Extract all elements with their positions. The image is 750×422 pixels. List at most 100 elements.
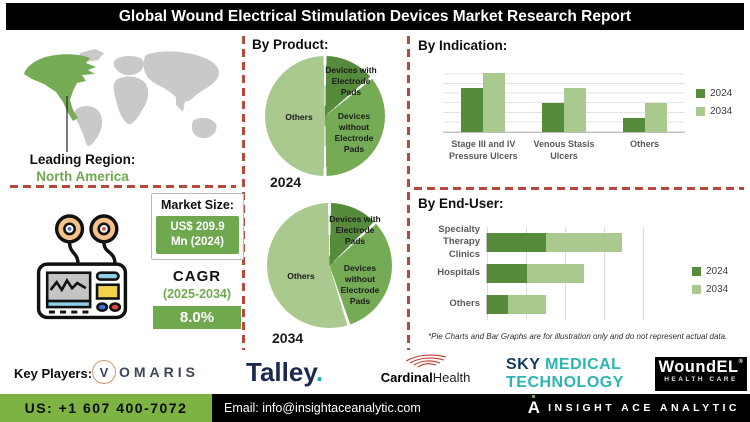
by-end-user-heading: By End-User: [418, 196, 504, 211]
logo-woundel: WoundEL® HEALTH CARE [655, 357, 747, 391]
pie-2034-slice-label-with-pads: Devices with Electrode Pads [329, 214, 381, 247]
end-user-segment-2034 [526, 264, 584, 283]
pie-2024-slice-label-without-pads: Devices without Electrode Pads [334, 111, 374, 155]
illustration-disclaimer-note: *Pie Charts and Bar Graphs are for illus… [428, 332, 728, 341]
pie-chart-by-product-2034: Devices with Electrode Pads Devices with… [267, 203, 392, 328]
leading-region-value: North America [36, 168, 129, 184]
pie-2024-slice-label-with-pads: Devices with Electrode Pads [325, 65, 377, 98]
map-north-america-highlight [24, 54, 96, 121]
logo-talley: Talley. [246, 357, 323, 388]
key-players-label: Key Players: [14, 366, 93, 381]
pie-chart-by-product-2024: Devices with Electrode Pads Devices with… [265, 56, 385, 176]
end-user-category-label: Hospitals [437, 267, 480, 279]
talley-dot: . [315, 357, 324, 387]
divider-horizontal-left [10, 185, 236, 188]
end-user-category-label: Others [449, 298, 480, 310]
woundel-wordmark: WoundEL® [658, 358, 744, 376]
end-user-segment-2024 [487, 264, 527, 283]
divider-horizontal-right [414, 187, 744, 190]
indication-bar-group [461, 65, 506, 132]
end-user-segment-2034 [507, 295, 546, 314]
indication-legend: 2024 2034 [696, 88, 732, 117]
phone-number: US: +1 607 400-7072 [0, 394, 212, 422]
end-user-bar-track [486, 258, 647, 289]
indication-bar-2024 [622, 117, 645, 132]
indication-category-labels: Stage III and IV Pressure Ulcers Venous S… [443, 138, 685, 162]
pie-2024-year-label: 2024 [270, 174, 302, 190]
cardinal-wordmark: CardinalHealth [378, 370, 473, 385]
end-user-bar-track [486, 227, 647, 258]
market-size-value-line2: Mn (2024) [170, 235, 225, 248]
legend-swatch [696, 107, 705, 116]
cardinal-wings-icon [405, 354, 446, 368]
insight-ace-brand: A INSIGHT ACE ANALYTIC [527, 395, 750, 418]
map-asia [144, 51, 220, 102]
market-size-card: Market Size: US$ 209.9 Mn (2024) [151, 193, 244, 260]
indication-bar-group [622, 65, 667, 132]
end-user-row: Others [412, 289, 692, 320]
pie-2034-slice-label-others: Others [287, 271, 315, 281]
market-size-value: US$ 209.9 Mn (2024) [156, 216, 239, 254]
end-user-segment-2024 [487, 295, 508, 314]
map-europe [113, 56, 145, 76]
footer-bar: US: +1 607 400-7072 Email: info@insighta… [0, 394, 750, 422]
indication-category-label: Venous Stasis Ulcers [533, 139, 595, 162]
cagr-value: 8.0% [153, 306, 241, 329]
pie-2034-slice-label-without-pads: Devices without Electrode Pads [340, 263, 380, 307]
logo-cardinal-health: CardinalHealth [378, 352, 473, 385]
indication-bar-2024 [541, 102, 564, 132]
stimulation-device-icon [36, 214, 128, 320]
vomaris-wordmark: OMARIS [119, 364, 199, 380]
indication-category-label: Others [630, 139, 660, 149]
indication-bar-2034 [483, 73, 506, 132]
end-user-segment-2024 [487, 233, 546, 252]
by-product-heading: By Product: [252, 37, 329, 52]
indication-plot [443, 65, 685, 133]
vomaris-circle-v: V [92, 360, 116, 384]
cagr-card: CAGR (2025-2034) 8.0% [147, 268, 247, 329]
map-india [176, 96, 185, 112]
legend-item-2034: 2034 [692, 284, 728, 295]
legend-label: 2024 [706, 266, 729, 277]
end-user-legend: 2024 2034 [692, 266, 728, 295]
legend-label: 2034 [710, 106, 733, 117]
cardinal-word-regular: Health [432, 370, 471, 385]
pie-2024-slice-label-others: Others [285, 112, 313, 122]
woundel-subtitle: HEALTH CARE [664, 376, 738, 384]
end-user-category-label: Specialty Therapy Clinics [438, 223, 480, 260]
cagr-period: (2025-2034) [162, 287, 232, 301]
logo-vomaris: V OMARIS [92, 360, 199, 384]
world-map [24, 49, 220, 152]
cagr-label: CAGR [172, 268, 222, 285]
market-size-label: Market Size: [161, 198, 234, 212]
legend-label: 2024 [710, 88, 733, 99]
legend-label: 2034 [706, 284, 729, 295]
end-user-segment-2034 [545, 233, 623, 252]
legend-item-2024: 2024 [692, 266, 728, 277]
cardinal-word-bold: Cardinal [380, 370, 433, 385]
medical-word: MEDICAL [545, 356, 622, 373]
indication-category-label: Stage III and IV Pressure Ulcers [449, 139, 518, 162]
insight-ace-logo-icon: A [527, 395, 541, 417]
report-title: Global Wound Electrical Stimulation Devi… [6, 3, 744, 30]
end-user-row: Specialty Therapy Clinics [412, 223, 692, 260]
by-indication-heading: By Indication: [418, 38, 508, 53]
sky-word: SKY [506, 356, 541, 373]
talley-wordmark: Talley [246, 357, 316, 387]
indication-bar-2024 [461, 88, 484, 132]
end-user-bar-track [486, 289, 647, 320]
indication-bar-2034 [563, 88, 586, 132]
email-address: Email: info@insightaceanalytic.com [224, 401, 421, 415]
market-size-value-line1: US$ 209.9 [170, 221, 225, 233]
map-africa [113, 76, 149, 125]
end-user-chart: Specialty Therapy Clinics Hospitals Others [412, 223, 692, 320]
footer-right: Email: info@insightaceanalytic.com A INS… [212, 394, 750, 422]
legend-item-2024: 2024 [696, 88, 732, 99]
end-user-row: Hospitals [412, 258, 692, 289]
indication-bar-2034 [644, 102, 667, 132]
technology-word: TECHNOLOGY [506, 374, 624, 392]
map-south-america [74, 105, 103, 146]
insight-ace-wordmark: INSIGHT ACE ANALYTIC [548, 402, 740, 414]
divider-vertical-right [407, 36, 410, 350]
